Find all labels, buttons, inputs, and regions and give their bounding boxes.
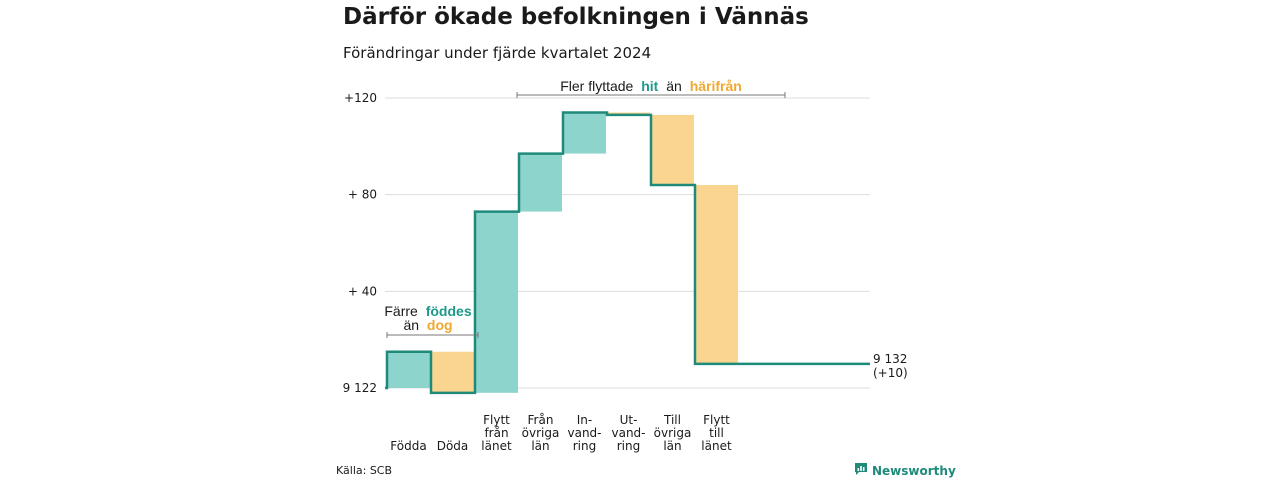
category-label: från: [484, 426, 508, 440]
category-label: länet: [481, 439, 512, 453]
category-label: Flytt: [483, 413, 510, 427]
category-label: Födda: [390, 439, 426, 453]
category-label: ring: [573, 439, 597, 453]
step-line: [385, 113, 870, 393]
category-label: län: [531, 439, 549, 453]
end-value-label: 9 132: [873, 352, 907, 366]
category-labels: Födda DödaFlyttfrånlänetFrånövrigalänIn-v…: [390, 413, 732, 453]
moves-ann-teal: hit: [641, 78, 658, 94]
category-label: Till: [663, 413, 681, 427]
waterfall-bar: [387, 352, 430, 388]
brand-name: Newsworthy: [872, 464, 956, 478]
category-label: län: [663, 439, 681, 453]
waterfall-bar: [651, 115, 694, 185]
waterfall-bar: [563, 113, 606, 154]
waterfall-chart: +120+ 80+ 409 122 Födda DödaFlyttfrånläne…: [0, 0, 1280, 480]
category-label: Ut-: [620, 413, 638, 427]
category-label: vand-: [567, 426, 601, 440]
category-label: länet: [701, 439, 732, 453]
category-label: till: [709, 426, 724, 440]
category-label: In-: [577, 413, 592, 427]
births-ann-orange: dog: [427, 317, 453, 333]
grid-lines: [385, 98, 870, 388]
end-value-label: (+10): [873, 366, 908, 380]
category-label: ring: [617, 439, 641, 453]
end-label: 9 132(+10): [873, 352, 908, 380]
waterfall-bar: [695, 185, 738, 364]
births-annotation: Färre föddes än dog: [384, 303, 478, 338]
newsworthy-logo-icon: [854, 462, 868, 479]
moves-ann-orange: härifrån: [690, 78, 742, 94]
category-label: övriga: [654, 426, 692, 440]
category-label: Flytt: [703, 413, 730, 427]
category-label: övriga: [522, 426, 560, 440]
category-label: Döda: [437, 439, 469, 453]
y-axis-ticks: +120 + 80 + 40 9 122: [343, 91, 377, 395]
moves-ann-prefix: Fler flyttade: [560, 78, 633, 94]
y-tick-label: + 80: [348, 188, 377, 202]
y-tick-label: +120: [344, 91, 377, 105]
source-note: Källa: SCB: [336, 464, 392, 477]
births-ann-word2: än: [403, 317, 419, 333]
moves-ann-middle: än: [666, 78, 682, 94]
svg-text:än dog: än dog: [403, 317, 452, 333]
category-label: vand-: [611, 426, 645, 440]
moves-annotation: Fler flyttade hit än härifrån: [517, 78, 785, 98]
y-tick-label: + 40: [348, 284, 377, 298]
svg-text:Fler flyttade hit: Fler flyttade hit än härifrån: [560, 78, 742, 94]
category-label: Från: [528, 413, 554, 427]
brand-logo: Newsworthy: [854, 462, 956, 479]
waterfall-bar: [431, 352, 474, 393]
waterfall-bar: [475, 212, 518, 393]
y-tick-label: 9 122: [343, 381, 377, 395]
waterfall-bar: [519, 154, 562, 212]
cumulative-step-line: [385, 113, 870, 393]
